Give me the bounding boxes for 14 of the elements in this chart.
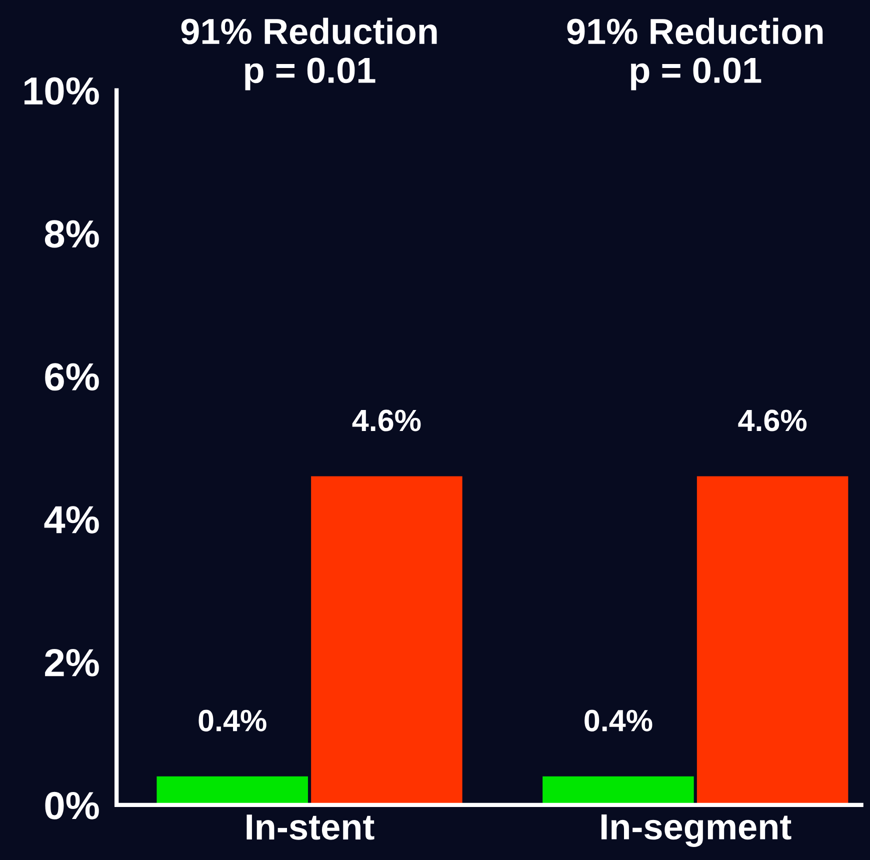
data-label: 0.4% <box>198 710 266 732</box>
y-tick-label: 4% <box>44 506 99 534</box>
y-tick-label: 2% <box>45 648 99 676</box>
x-tick-label: In-segment <box>601 814 792 847</box>
data-label: 4.6% <box>738 410 807 432</box>
y-tick-label: 8% <box>44 220 99 248</box>
x-tick-label: In-stent <box>246 814 374 840</box>
annotation: 91% Reduction p = 0.01 <box>567 18 823 90</box>
annotation: 91% Reduction p = 0.01 <box>181 18 437 90</box>
y-tick-label: 0% <box>45 792 99 820</box>
data-label: 0.4% <box>584 710 652 732</box>
y-tick-label: 10% <box>24 77 99 105</box>
data-label: 4.6% <box>352 410 421 432</box>
y-tick-label: 6% <box>45 363 99 391</box>
